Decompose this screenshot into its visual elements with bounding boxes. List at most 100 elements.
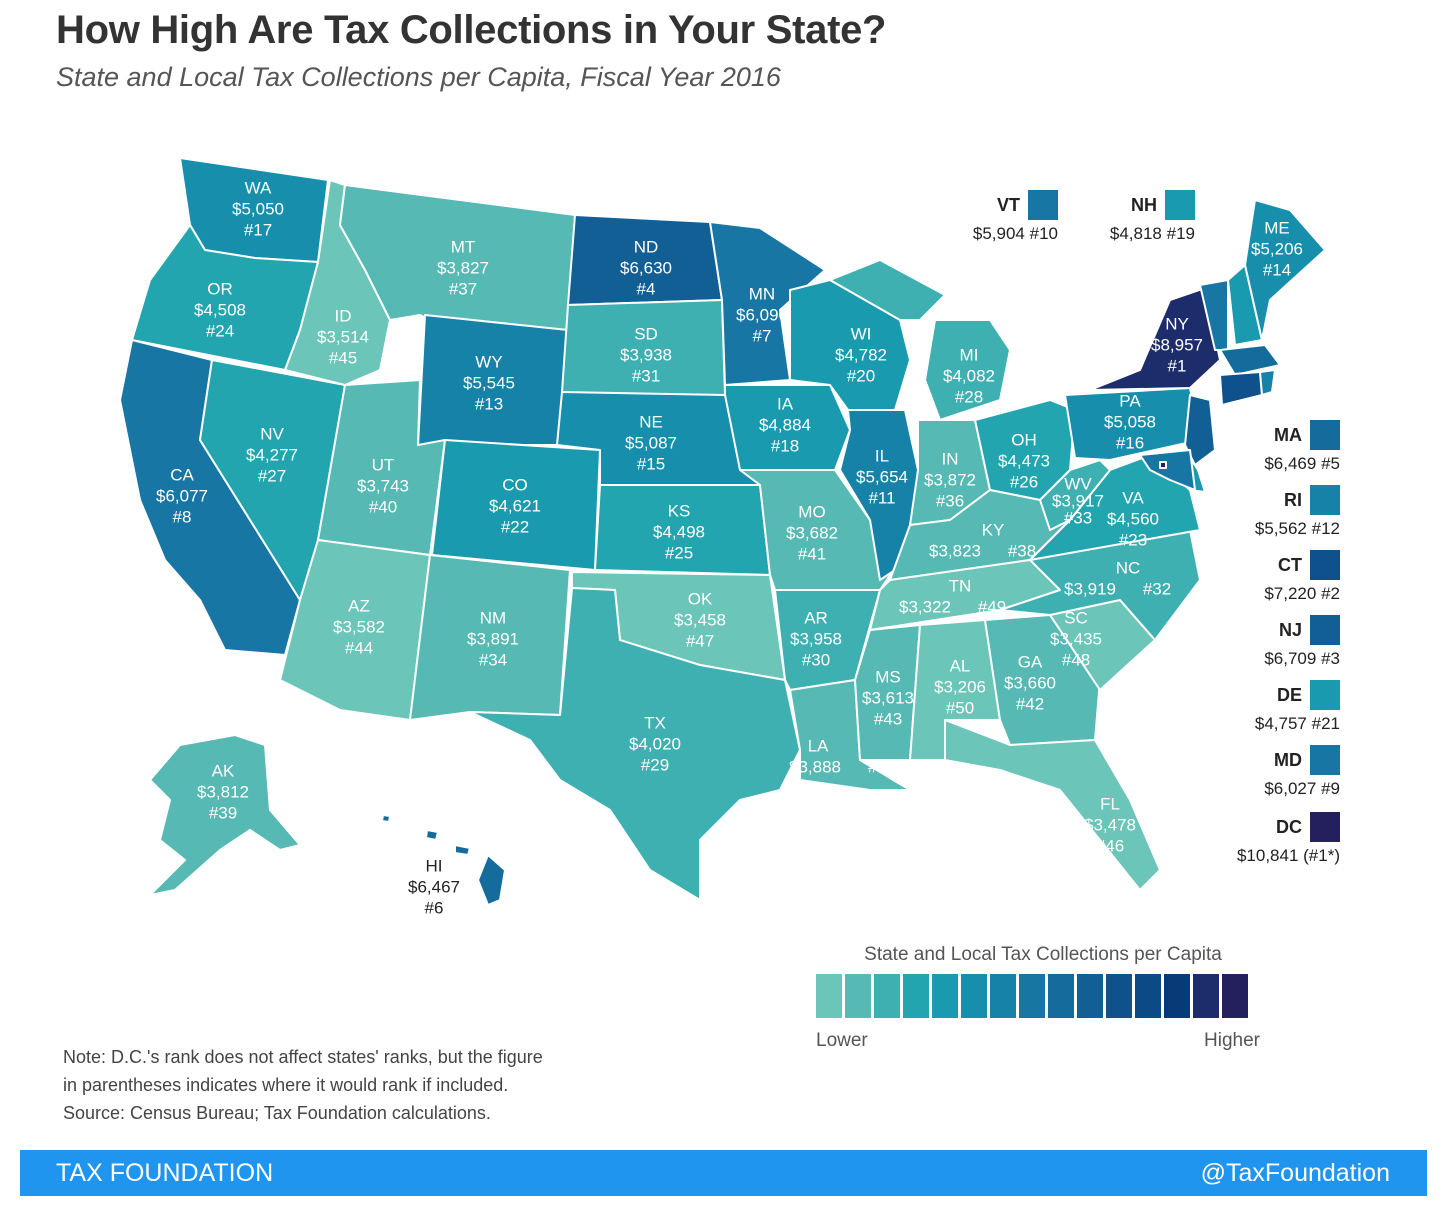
callout-nh: NH $4,818 #19	[1110, 190, 1195, 244]
state-label-ne: NE $5,087 #15	[625, 413, 677, 474]
state-rank: #48	[1062, 651, 1090, 670]
note-line: Source: Census Bureau; Tax Foundation ca…	[63, 1103, 491, 1123]
state-ri[interactable]	[1259, 369, 1276, 396]
state-label-hi: HI $6,467 #6	[408, 857, 460, 918]
state-label-co: CO $4,621 #22	[489, 476, 541, 537]
state-value: $3,206	[934, 678, 986, 697]
state-label-ga: GA $3,660 #42	[1004, 653, 1056, 714]
state-mi[interactable]	[924, 319, 1011, 421]
state-dc[interactable]	[1159, 461, 1167, 469]
state-fl[interactable]	[944, 719, 1161, 891]
callout-value: $10,841 (#1*)	[1236, 846, 1340, 865]
state-me[interactable]	[1244, 199, 1326, 341]
callout-value: $5,904 #10	[972, 224, 1058, 243]
state-code: OK	[688, 590, 713, 609]
state-value: $5,087	[625, 434, 677, 453]
state-value: $3,478	[1084, 816, 1136, 835]
state-code: MT	[451, 238, 476, 257]
state-label-il: IL $5,654 #11	[856, 447, 908, 508]
state-label-sd: SD $3,938 #31	[620, 325, 672, 386]
state-nj[interactable]	[1184, 394, 1216, 466]
callout-code: RI	[1284, 489, 1302, 510]
callout-dc: DC $10,841 (#1*)	[1237, 812, 1340, 866]
legend-scale	[816, 974, 1260, 1018]
callout-ri: RI $5,562 #12	[1255, 485, 1340, 539]
state-label-pa: PA $5,058 #16	[1104, 392, 1156, 453]
state-rank: #16	[1116, 434, 1144, 453]
state-value: $4,082	[943, 367, 995, 386]
state-label-me: ME $5,206 #14	[1251, 219, 1303, 280]
state-label-ks: KS $4,498 #25	[653, 502, 705, 563]
state-wv[interactable]	[1039, 459, 1111, 531]
state-label-ms: MS $3,613 #43	[862, 668, 914, 729]
state-label-sc: SC $3,435 #48	[1050, 609, 1102, 670]
legend-swatch	[1222, 974, 1248, 1018]
state-nc[interactable]	[999, 529, 1201, 641]
state-hi[interactable]	[425, 829, 439, 841]
state-rank: #30	[802, 651, 830, 670]
state-label-nd: ND $6,630 #4	[620, 238, 672, 299]
state-code: SC	[1064, 609, 1088, 628]
state-mn[interactable]	[709, 221, 826, 386]
state-rank: #47	[686, 632, 714, 651]
state-hi[interactable]	[381, 814, 391, 823]
state-label-ny: NY $8,957 #1	[1151, 315, 1203, 376]
state-rank: #18	[771, 437, 799, 456]
state-rank: #6	[425, 899, 444, 918]
state-rank: #14	[1263, 261, 1291, 280]
state-label-ok: OK $3,458 #47	[674, 590, 726, 651]
state-rank: #49	[978, 598, 1006, 617]
state-label-in: IN $3,872 #36	[924, 450, 976, 511]
state-rank: #44	[345, 639, 373, 658]
state-label-ar: AR $3,958 #30	[790, 609, 842, 670]
state-label-ak: AK $3,812 #39	[197, 762, 249, 823]
state-label-fl: FL $3,478 #46	[1084, 795, 1136, 856]
state-hi[interactable]	[477, 854, 506, 906]
footer-handle[interactable]: @TaxFoundation	[1200, 1159, 1390, 1187]
state-rank: #45	[329, 349, 357, 368]
state-value: $6,467	[408, 878, 460, 897]
state-label-ia: IA $4,884 #18	[759, 395, 811, 456]
state-rank: #7	[753, 327, 772, 346]
callout-nj: NJ $6,709 #3	[1264, 615, 1340, 669]
legend-swatch	[845, 974, 871, 1018]
state-value: $3,827	[437, 259, 489, 278]
state-md[interactable]	[1139, 449, 1196, 491]
state-label-tx: TX $4,020 #29	[629, 714, 681, 775]
state-value: $3,888	[789, 758, 841, 777]
state-code: NE	[639, 413, 663, 432]
state-hi[interactable]	[454, 844, 471, 856]
state-value: $6,630	[620, 259, 672, 278]
state-value: $3,891	[467, 630, 519, 649]
state-ak[interactable]	[149, 734, 301, 896]
legend-swatch	[1164, 974, 1190, 1018]
callout-swatch	[1310, 485, 1340, 515]
state-code: ND	[634, 238, 659, 257]
state-code: IA	[777, 395, 794, 414]
state-rank: #50	[946, 699, 974, 718]
state-tx[interactable]	[469, 587, 801, 901]
state-code: CA	[170, 466, 194, 485]
state-rank: #11	[868, 489, 895, 508]
state-ct[interactable]	[1219, 371, 1263, 406]
callout-value: $6,709 #3	[1264, 649, 1340, 668]
state-value: $3,582	[333, 618, 385, 637]
state-il[interactable]	[839, 409, 919, 581]
state-label-oh: OH $4,473 #26	[998, 431, 1050, 492]
callout-ma: MA $6,469 #5	[1264, 420, 1340, 474]
state-value: $4,277	[246, 446, 298, 465]
callout-code: MA	[1274, 424, 1302, 445]
state-value: $3,435	[1050, 630, 1102, 649]
state-rank: #37	[449, 280, 477, 299]
legend-swatch	[961, 974, 987, 1018]
state-code: NM	[480, 609, 506, 628]
state-code: SD	[634, 325, 658, 344]
state-mi[interactable]	[829, 259, 946, 321]
state-code: KY	[982, 521, 1005, 540]
state-label-wa: WA $5,050 #17	[232, 179, 284, 240]
state-ma[interactable]	[1219, 344, 1281, 376]
state-code: VA	[1122, 489, 1144, 508]
state-label-va: VA $4,560 #23	[1107, 489, 1159, 550]
state-value: $3,613	[862, 689, 914, 708]
